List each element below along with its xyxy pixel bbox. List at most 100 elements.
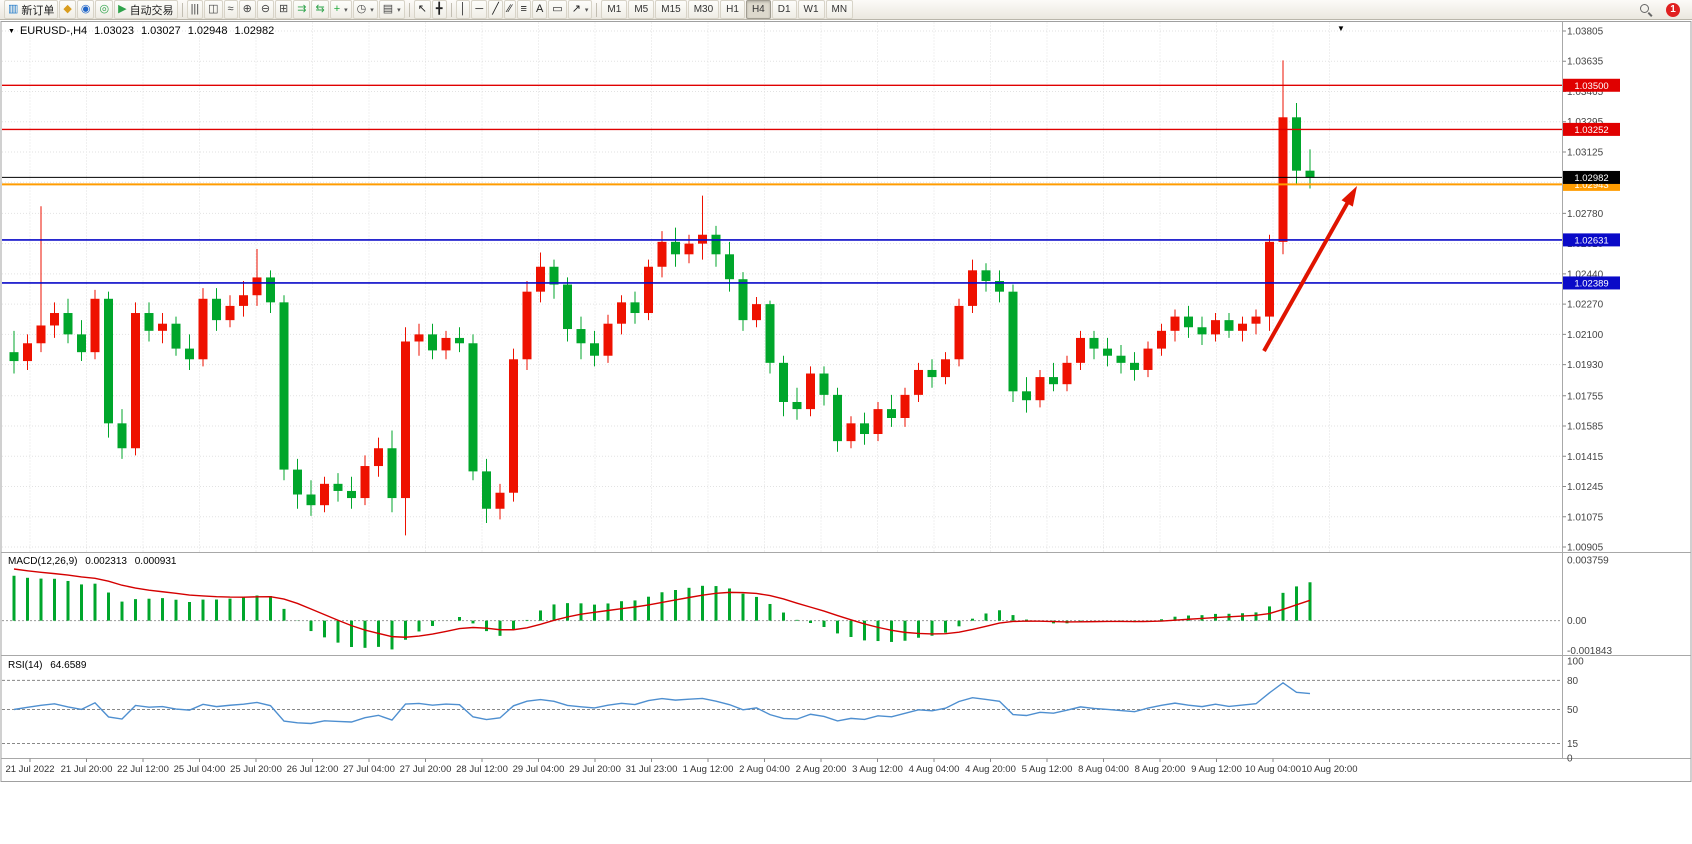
- price-badge: [1563, 78, 1620, 92]
- time-axis-label: 8 Aug 20:00: [1135, 764, 1186, 775]
- periods-icon: ◷: [356, 3, 367, 15]
- arrows-icon: ↗: [571, 3, 581, 15]
- arrows-button[interactable]: ↗ ▾: [567, 0, 593, 19]
- toolbar-right: 1: [1640, 2, 1688, 17]
- zoom-out-button[interactable]: ⊖: [256, 0, 275, 19]
- market-watch-button[interactable]: ◆: [59, 0, 76, 19]
- candle: [671, 241, 680, 255]
- timeframe-m30-button[interactable]: M30: [687, 0, 720, 19]
- caret-down-icon[interactable]: ▾: [584, 6, 589, 14]
- notification-badge[interactable]: 1: [1666, 2, 1680, 17]
- time-axis-label: 5 Aug 12:00: [1022, 764, 1073, 775]
- candle: [1143, 348, 1153, 370]
- candle: [441, 337, 451, 351]
- candle: [684, 243, 694, 255]
- rsi-axis-label: 50: [1567, 705, 1579, 716]
- candle: [239, 295, 248, 306]
- candle: [536, 266, 545, 292]
- candle: [738, 279, 748, 321]
- toolbar-buttons: ▥ 新订单 ◆ ◉ ◎ ▶ 自动交易 ||| ◫ ≈ ⊕ ⊖ ⊞ ⇉ ⇆ + ▾ ◷ ▾ ▤ ▾ ↖ ╋ │ ─ ╱ ∕∕ ≡ A ▭ ↗ ▾…: [4, 0, 854, 19]
- time-axis-label: 22 Jul 12:00: [117, 764, 169, 775]
- timeframe-d1-button[interactable]: D1: [771, 0, 797, 19]
- caret-down-icon[interactable]: ▾: [344, 6, 348, 14]
- timeframe-m1-button[interactable]: M1: [601, 0, 628, 19]
- auto-trading-button[interactable]: ▶ 自动交易: [114, 0, 178, 19]
- macd-axis-label: -0.001843: [1567, 646, 1612, 657]
- new-order-button[interactable]: ▥ 新订单: [4, 0, 59, 19]
- candle: [279, 302, 289, 470]
- time-axis-label: 25 Jul 04:00: [174, 764, 226, 775]
- candle: [995, 280, 1004, 292]
- timeframe-m5-button[interactable]: M5: [628, 0, 655, 19]
- horizontal-line-icon: ─: [475, 3, 484, 15]
- chart-shift-button[interactable]: ⇆: [311, 0, 329, 19]
- price-badges: 1.03500 1.03252 1.02943 1.02631 1.02389 1.029…: [1563, 78, 1620, 290]
- trendline-icon: ╱: [492, 3, 499, 15]
- text-icon: A: [535, 3, 544, 15]
- periods-button[interactable]: ◷ ▾: [352, 0, 378, 19]
- toolbar: ▥ 新订单 ◆ ◉ ◎ ▶ 自动交易 ||| ◫ ≈ ⊕ ⊖ ⊞ ⇉ ⇆ + ▾ ◷ ▾ ▤ ▾ ↖ ╋ │ ─ ╱ ∕∕ ≡ A ▭ ↗ ▾…: [0, 0, 1692, 20]
- candle: [414, 334, 424, 342]
- candle: [1076, 337, 1085, 363]
- candle: [806, 373, 815, 410]
- macd-title: MACD(12,26,9): [8, 556, 78, 567]
- candle: [320, 483, 329, 506]
- fibonacci-button[interactable]: ≡: [516, 0, 531, 19]
- candle: [23, 343, 32, 362]
- horizontal-line-button[interactable]: ─: [471, 0, 488, 19]
- cursor-button[interactable]: ↖: [413, 0, 431, 19]
- text-button[interactable]: A: [531, 0, 548, 19]
- navigator-button[interactable]: ◉: [76, 0, 95, 19]
- candle: [1130, 362, 1139, 370]
- chart-collapse-icon[interactable]: ▼: [8, 27, 15, 35]
- timeframe-mn-button[interactable]: MN: [825, 0, 854, 19]
- time-axis-label: 26 Jul 12:00: [287, 764, 339, 775]
- price-axis-label: 1.01930: [1567, 360, 1604, 371]
- candle: [833, 394, 842, 442]
- timeframe-h1-button[interactable]: H1: [720, 0, 745, 19]
- tile-windows-button[interactable]: ⊞: [275, 0, 293, 19]
- auto-scroll-button[interactable]: ⇉: [293, 0, 311, 19]
- candlestick-chart-button[interactable]: ◫: [204, 0, 223, 19]
- candle: [590, 343, 599, 356]
- signals-button[interactable]: ◎: [95, 0, 114, 19]
- candle: [104, 298, 113, 424]
- bar-chart-button[interactable]: |||: [186, 0, 204, 19]
- timeframe-w1-button[interactable]: W1: [797, 0, 825, 19]
- indicators-button[interactable]: + ▾: [329, 0, 352, 19]
- candle: [347, 490, 356, 499]
- line-chart-button[interactable]: ≈: [223, 0, 238, 19]
- trend-arrow[interactable]: [1262, 186, 1357, 352]
- candle: [1170, 316, 1180, 331]
- candle: [1035, 377, 1045, 401]
- time-axis-label: 21 Jul 2022: [5, 764, 54, 775]
- time-axis-label: 2 Aug 04:00: [739, 764, 790, 775]
- candle: [1089, 337, 1099, 349]
- text-label-button[interactable]: ▭: [548, 0, 567, 19]
- zoom-in-button[interactable]: ⊕: [238, 0, 256, 19]
- time-axis-label: 4 Aug 20:00: [965, 764, 1016, 775]
- templates-button[interactable]: ▤ ▾: [378, 0, 405, 19]
- candle: [981, 270, 991, 281]
- timeframe-h4-button[interactable]: H4: [745, 0, 771, 19]
- timeframe-m15-button[interactable]: M15: [655, 0, 687, 19]
- caret-down-icon[interactable]: ▾: [397, 6, 401, 14]
- rsi-axis-label: 0: [1567, 754, 1573, 765]
- toolbar-separator: [181, 2, 183, 17]
- caret-down-icon[interactable]: ▾: [370, 6, 374, 14]
- trendline-button[interactable]: ╱: [488, 0, 503, 19]
- vertical-line-button[interactable]: │: [455, 0, 471, 19]
- candle: [873, 409, 883, 435]
- equidistant-channel-button[interactable]: ∕∕: [503, 0, 516, 19]
- new-order-icon: ▥: [8, 3, 19, 15]
- price-badge: [1563, 170, 1620, 184]
- crosshair-button[interactable]: ╋: [431, 0, 447, 19]
- auto-trading-icon: ▶: [118, 3, 127, 15]
- candle: [1062, 362, 1072, 385]
- auto-scroll-icon: ⇉: [297, 3, 307, 15]
- search-icon[interactable]: [1640, 3, 1652, 16]
- chart-high-value: 1.03027: [140, 25, 181, 37]
- candle: [752, 304, 761, 321]
- time-axis[interactable]: 21 Jul 2022 21 Jul 20:00 22 Jul 12:00 25 Ju…: [5, 758, 1358, 776]
